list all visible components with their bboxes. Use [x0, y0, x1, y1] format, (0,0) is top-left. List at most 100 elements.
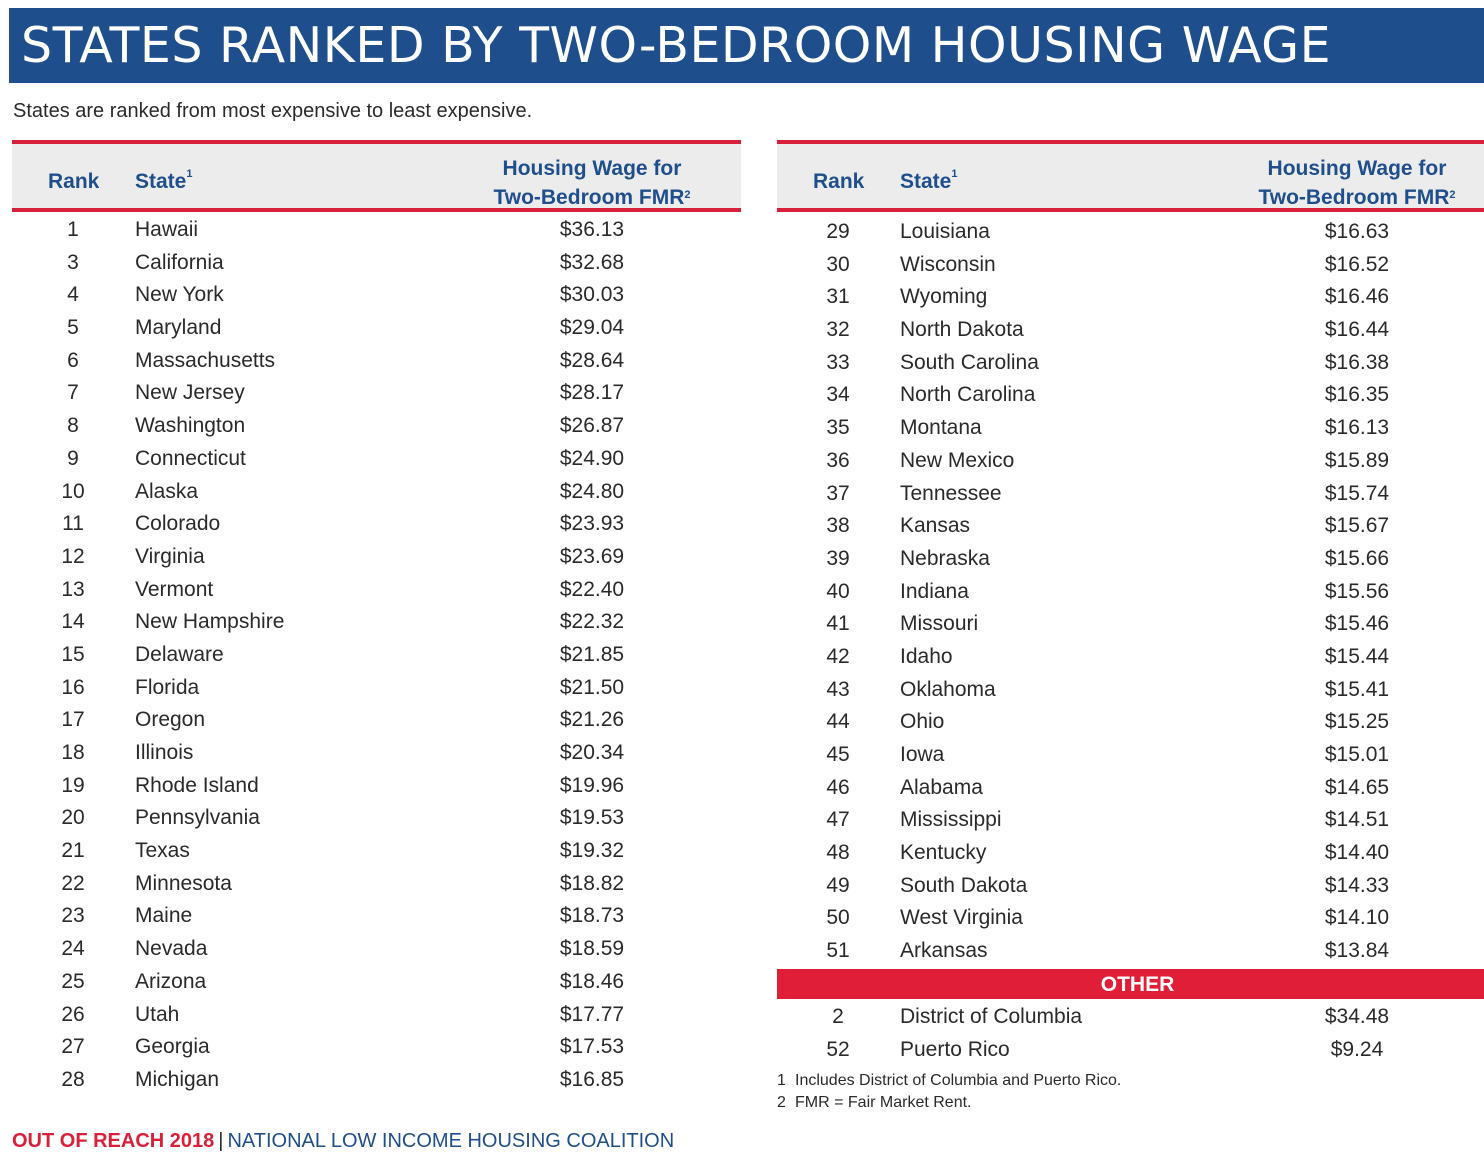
- state-cell: Missouri: [900, 612, 979, 636]
- state-cell: Minnesota: [135, 871, 232, 895]
- other-section-bar: OTHER: [777, 968, 1484, 999]
- footer: OUT OF REACH 2018 | NATIONAL LOW INCOME HO…: [12, 1130, 674, 1153]
- table-row: 49 South Dakota $14.33: [777, 870, 1484, 903]
- wage-cell: $29.04: [559, 316, 625, 340]
- state-cell: New Mexico: [900, 448, 1015, 472]
- table-row: 20 Pennsylvania $19.53: [12, 802, 741, 835]
- state-cell: Alaska: [135, 479, 199, 503]
- table-header: Rank State1 Housing Wage for Two-Bedroom…: [12, 140, 741, 212]
- table-row: 10 Alaska $24.80: [12, 476, 741, 509]
- table-header: Rank State1 Housing Wage for Two-Bedroom…: [777, 140, 1484, 212]
- left-table: Rank State1 Housing Wage for Two-Bedroom…: [12, 140, 741, 1097]
- table-row: 1 Hawaii $36.13: [12, 214, 741, 247]
- table-row: 31 Wyoming $16.46: [777, 281, 1484, 314]
- wage-cell: $14.51: [1324, 808, 1390, 832]
- rank-cell: 23: [61, 904, 85, 928]
- wage-cell: $16.13: [1324, 416, 1390, 440]
- header-wage-line2: Two-Bedroom FMR2: [1245, 183, 1469, 212]
- wage-cell: $18.73: [559, 904, 625, 928]
- state-cell: Nevada: [135, 937, 208, 961]
- rank-cell: 3: [67, 250, 79, 274]
- wage-cell: $20.34: [559, 741, 625, 764]
- rank-cell: 39: [826, 546, 850, 570]
- table-row: 15 Delaware $21.85: [12, 639, 741, 672]
- right-rows: 29 Louisiana $16.63 30 Wisconsin $16.52 31 Wyom…: [777, 212, 1484, 968]
- rank-cell: 1: [67, 218, 79, 241]
- rank-cell: 30: [826, 252, 850, 276]
- table-row: 18 Illinois $20.34: [12, 737, 741, 770]
- rank-cell: 2: [832, 1004, 844, 1028]
- wage-cell: $16.52: [1324, 252, 1390, 276]
- state-cell: North Dakota: [900, 318, 1024, 342]
- state-cell: Arkansas: [900, 939, 988, 963]
- wage-cell: $15.41: [1324, 677, 1390, 701]
- other-label: OTHER: [1100, 972, 1175, 996]
- rank-cell: 21: [61, 839, 85, 863]
- footer-org: NATIONAL LOW INCOME HOUSING COALITION: [227, 1130, 675, 1152]
- header-wage-sup: 2: [684, 189, 691, 201]
- other-rows: 2 District of Columbia $34.48 52 Puerto Rico…: [777, 999, 1484, 1066]
- table-row: 23 Maine $18.73: [12, 900, 741, 933]
- table-row: 13 Vermont $22.40: [12, 574, 741, 607]
- rank-cell: 47: [826, 808, 850, 832]
- state-cell: Utah: [135, 1002, 180, 1026]
- rank-cell: 9: [67, 446, 79, 470]
- header-wage: Housing Wage for Two-Bedroom FMR2: [1245, 154, 1469, 212]
- rank-cell: 50: [826, 906, 850, 930]
- table-row: 30 Wisconsin $16.52: [777, 249, 1484, 282]
- wage-cell: $36.13: [559, 218, 625, 241]
- state-cell: Kentucky: [900, 841, 987, 865]
- footnote-1: 1 Includes District of Columbia and Puert…: [777, 1070, 1121, 1092]
- table-row: 40 Indiana $15.56: [777, 576, 1484, 609]
- table-row: 39 Nebraska $15.66: [777, 543, 1484, 576]
- state-cell: District of Columbia: [900, 1004, 1083, 1028]
- table-row: 16 Florida $21.50: [12, 672, 741, 705]
- state-cell: Colorado: [135, 512, 221, 536]
- rank-cell: 24: [61, 937, 85, 961]
- table-row: 3 California $32.68: [12, 247, 741, 280]
- footnote-number: 2: [777, 1094, 786, 1111]
- state-cell: Wyoming: [900, 285, 988, 309]
- table-row: 46 Alabama $14.65: [777, 772, 1484, 805]
- header-wage: Housing Wage for Two-Bedroom FMR2: [480, 154, 704, 212]
- rank-cell: 26: [61, 1002, 85, 1026]
- state-cell: Iowa: [900, 743, 945, 766]
- state-cell: Maryland: [135, 316, 222, 340]
- wage-cell: $21.50: [559, 675, 625, 699]
- subtitle: States are ranked from most expensive to…: [13, 100, 533, 122]
- header-wage-line2-text: Two-Bedroom FMR: [493, 186, 685, 209]
- rank-cell: 28: [61, 1067, 85, 1091]
- wage-cell: $15.56: [1324, 579, 1390, 603]
- rank-cell: 43: [826, 677, 850, 701]
- title-bar: STATES RANKED BY TWO-BEDROOM HOUSING WAG…: [9, 8, 1484, 83]
- state-cell: New York: [135, 283, 224, 307]
- wage-cell: $19.96: [559, 773, 625, 797]
- table-row: 17 Oregon $21.26: [12, 704, 741, 737]
- state-cell: Washington: [135, 414, 246, 438]
- state-cell: Arizona: [135, 969, 207, 993]
- state-cell: Georgia: [135, 1035, 210, 1059]
- footnote-number: 1: [777, 1072, 786, 1089]
- table-row: 44 Ohio $15.25: [777, 706, 1484, 739]
- header-rank: Rank: [813, 170, 865, 193]
- wage-cell: $14.65: [1324, 775, 1390, 799]
- state-cell: South Dakota: [900, 873, 1028, 897]
- rank-cell: 20: [61, 806, 85, 830]
- table-row: 11 Colorado $23.93: [12, 508, 741, 541]
- rank-cell: 19: [61, 773, 85, 797]
- wage-cell: $28.17: [559, 381, 625, 405]
- table-row: 33 South Carolina $16.38: [777, 347, 1484, 380]
- wage-cell: $14.33: [1324, 873, 1390, 897]
- wage-cell: $9.24: [1330, 1037, 1384, 1061]
- table-row: 26 Utah $17.77: [12, 999, 741, 1032]
- wage-cell: $30.03: [559, 283, 625, 307]
- rank-cell: 48: [826, 841, 850, 865]
- table-row: 50 West Virginia $14.10: [777, 902, 1484, 935]
- header-state-sup: 1: [951, 168, 958, 180]
- state-cell: North Carolina: [900, 383, 1036, 407]
- rank-cell: 44: [826, 710, 850, 734]
- wage-cell: $18.46: [559, 969, 625, 993]
- table-row: 4 New York $30.03: [12, 279, 741, 312]
- left-rows: 1 Hawaii $36.13 3 California $32.68 4 New York $…: [12, 212, 741, 1097]
- table-row: 22 Minnesota $18.82: [12, 868, 741, 901]
